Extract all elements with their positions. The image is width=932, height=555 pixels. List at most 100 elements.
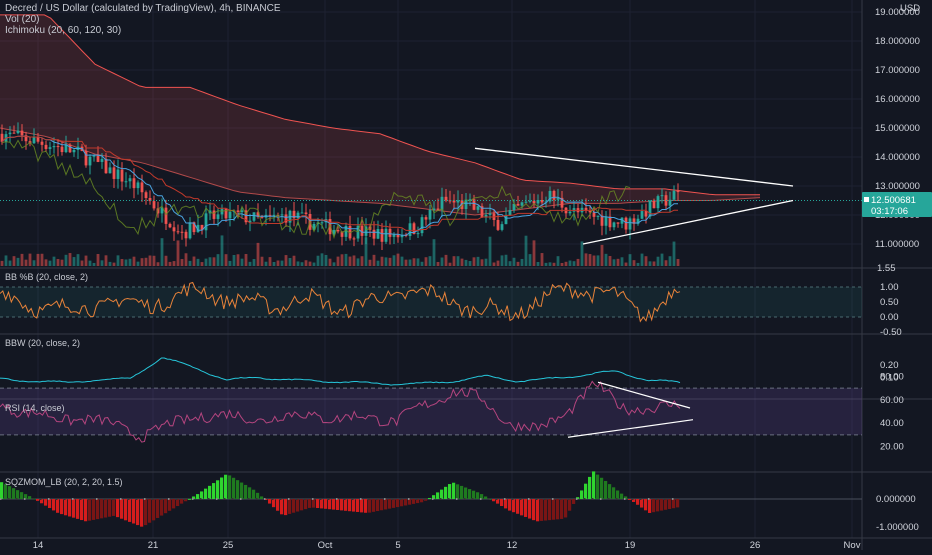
sqz-bar [68, 499, 72, 517]
sqz-dot [384, 498, 386, 500]
sqz-bar [132, 499, 136, 524]
sqz-dot [0, 498, 2, 500]
volume-bar [520, 258, 524, 266]
sqz-dot [352, 498, 354, 500]
base-line [1, 135, 678, 231]
volume-bar [512, 257, 516, 266]
volume-bar [128, 258, 132, 266]
volume-bar [20, 253, 24, 266]
sqz-bar [504, 499, 508, 509]
candle-body [556, 197, 560, 200]
volume-bar [100, 260, 104, 266]
volume-bar [232, 254, 236, 266]
candle-body [416, 233, 420, 235]
volume-bar [80, 260, 84, 266]
candle-body [88, 156, 92, 166]
volume-bar [516, 261, 520, 266]
volume-bar [484, 258, 488, 266]
candle-body [24, 135, 28, 142]
bbw-tick-label: 0.20 [880, 360, 899, 371]
volume-bar [468, 261, 472, 266]
volume-bar [176, 240, 180, 266]
candle-body [476, 206, 480, 210]
lagging-span [1, 139, 631, 240]
candle-body [440, 196, 444, 210]
candle-body [660, 195, 664, 197]
time-tick-label: 5 [395, 540, 400, 550]
sqz-bar [636, 499, 640, 505]
sqz-bar [380, 499, 384, 511]
volume-bar [672, 241, 676, 266]
bb-tick-label: -0.50 [880, 327, 902, 338]
volume-bar [376, 260, 380, 266]
sqz-dot [664, 498, 666, 500]
candle-body [124, 181, 128, 183]
time-tick-label: 12 [507, 540, 518, 550]
volume-bar [288, 257, 292, 266]
volume-bar [328, 258, 332, 266]
last-price-value: 12.500681 [871, 195, 916, 206]
volume-bar [504, 254, 508, 266]
candle-body [480, 206, 484, 218]
volume-indicator-label[interactable]: Vol (20) [5, 14, 40, 25]
sqz-bar [580, 490, 584, 499]
sqz-bar [488, 498, 492, 500]
rsi-label[interactable]: RSI (14, close) [5, 403, 65, 413]
sqz-dot [312, 498, 314, 500]
sqz-bar [212, 483, 216, 499]
sqz-bar [88, 499, 92, 521]
sqz-dot [600, 498, 602, 500]
price-tick-label: 17.000000 [875, 65, 920, 76]
sqz-bar [336, 499, 340, 511]
candle-body [652, 200, 656, 209]
sqz-bar [460, 485, 464, 499]
candle-body [672, 190, 676, 200]
volume-bar [320, 253, 324, 266]
sqz-bar [108, 499, 112, 517]
candle-body [20, 130, 24, 136]
candle-body [224, 208, 228, 219]
sqz-bar [480, 494, 484, 499]
volume-bar [456, 256, 460, 266]
candle-body [516, 203, 520, 206]
sqz-bar [508, 499, 512, 511]
sqz-bar [652, 499, 656, 513]
candle-body [300, 212, 304, 214]
sqz-bar [268, 499, 272, 504]
price-tick-label: 13.000000 [875, 181, 920, 192]
candle-body [444, 196, 448, 201]
volume-bar [480, 259, 484, 266]
sqz-bar [396, 499, 400, 508]
volume-bar [568, 260, 572, 266]
time-tick-label: Nov [844, 540, 861, 550]
sqzmom-label[interactable]: SQZMOM_LB (20, 2, 20, 1.5) [5, 477, 123, 487]
candle-body [620, 217, 624, 224]
candle-body [352, 238, 356, 240]
candle-body [640, 211, 644, 219]
ichimoku-indicator-label[interactable]: Ichimoku (20, 60, 120, 30) [5, 25, 122, 36]
bb-percent-label[interactable]: BB %B (20, close, 2) [5, 272, 89, 282]
sqz-bar [392, 499, 396, 508]
candle-body [396, 234, 400, 238]
sqz-bar [160, 499, 164, 516]
sqz-bar [256, 492, 260, 499]
sqz-bar [20, 492, 24, 499]
candle-body [464, 199, 468, 210]
sqz-bar [312, 499, 316, 508]
ichimoku-cloud [0, 14, 760, 216]
volume-bar [216, 254, 220, 266]
price-triangle-drawing[interactable] [474, 147, 794, 245]
candle-body [252, 212, 256, 221]
time-tick-label: 14 [33, 540, 44, 550]
sqz-dot [304, 498, 306, 500]
volume-bar [44, 259, 48, 266]
sqz-bar [556, 499, 560, 520]
sqz-bar [400, 499, 404, 507]
bbw-label[interactable]: BBW (20, close, 2) [5, 338, 81, 348]
sqz-dot [480, 498, 482, 500]
candle-body [272, 214, 276, 216]
volume-bar [208, 257, 212, 266]
sqz-dot [112, 498, 114, 500]
volume-bar [404, 259, 408, 266]
